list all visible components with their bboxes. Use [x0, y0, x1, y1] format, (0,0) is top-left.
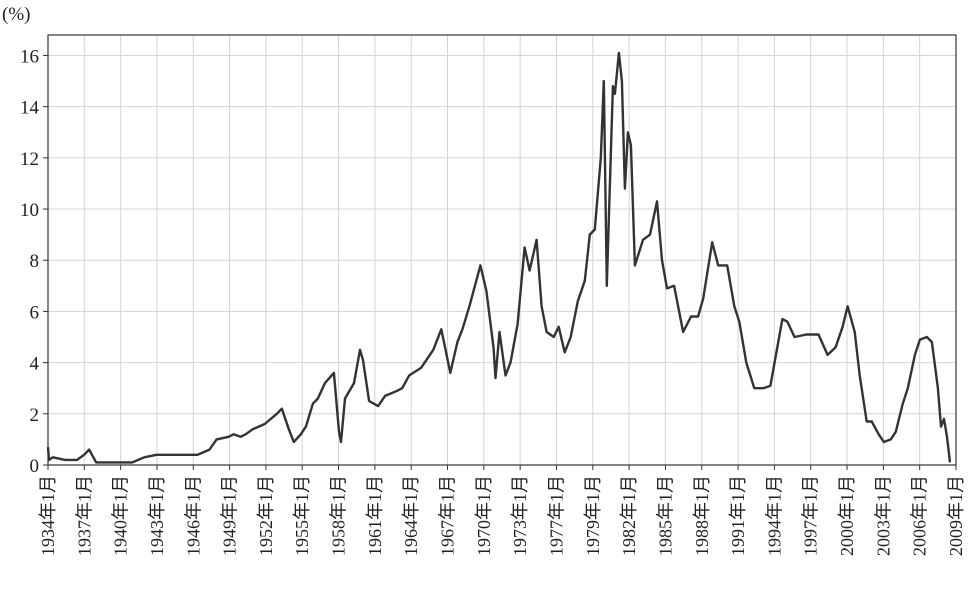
x-tick-label: 1955年1月 [292, 475, 312, 556]
x-tick-label: 1934年1月 [38, 475, 58, 556]
x-tick-label: 1988年1月 [692, 475, 712, 556]
x-tick-label: 1958年1月 [329, 475, 349, 556]
series-line [46, 51, 952, 464]
x-tick-label: 1946年1月 [183, 475, 203, 556]
x-tick-label: 1961年1月 [365, 475, 385, 556]
y-tick-label: 6 [30, 302, 40, 323]
x-tick-label: 1940年1月 [111, 475, 131, 556]
x-tick-label: 1967年1月 [438, 475, 458, 556]
x-axis-ticks: 1934年1月 1937年1月 1940年1月 1943年1月 1946年1月 1949年… [38, 465, 966, 556]
x-tick-label: 1997年1月 [801, 475, 821, 556]
y-axis-ticks: 0 2 4 6 8 10 12 14 16 [20, 46, 48, 477]
x-tick-label: 1937年1月 [74, 475, 94, 556]
x-tick-label: 2003年1月 [873, 475, 893, 556]
y-tick-label: 4 [30, 354, 40, 375]
y-tick-label: 16 [20, 46, 39, 67]
x-tick-label: 1982年1月 [619, 475, 639, 556]
x-tick-label: 1949年1月 [220, 475, 240, 556]
y-tick-label: 0 [30, 456, 40, 477]
x-tick-label: 1985年1月 [655, 475, 675, 556]
x-tick-label: 1964年1月 [401, 475, 421, 556]
axes [47, 34, 957, 466]
x-tick-label: 1977年1月 [546, 475, 566, 556]
y-tick-label: 14 [20, 98, 40, 119]
x-tick-label: 1973年1月 [510, 475, 530, 556]
x-tick-label: 1979年1月 [583, 475, 603, 556]
y-tick-label: 12 [20, 149, 39, 170]
y-unit-label: (%) [2, 4, 31, 25]
plot-frame [47, 34, 957, 466]
x-tick-label: 1943年1月 [147, 475, 167, 556]
x-tick-label: 2006年1月 [910, 475, 930, 556]
grid [47, 35, 957, 465]
x-tick-label: 1994年1月 [764, 475, 784, 556]
x-tick-label: 1970年1月 [474, 475, 494, 556]
x-tick-label: 2009年1月 [946, 475, 966, 556]
y-tick-label: 10 [20, 200, 39, 221]
y-tick-label: 2 [30, 405, 40, 426]
x-tick-label: 1991年1月 [728, 475, 748, 556]
x-tick-label: 2000年1月 [837, 475, 857, 556]
x-tick-label: 1952年1月 [256, 475, 276, 556]
y-tick-label: 8 [30, 251, 40, 272]
